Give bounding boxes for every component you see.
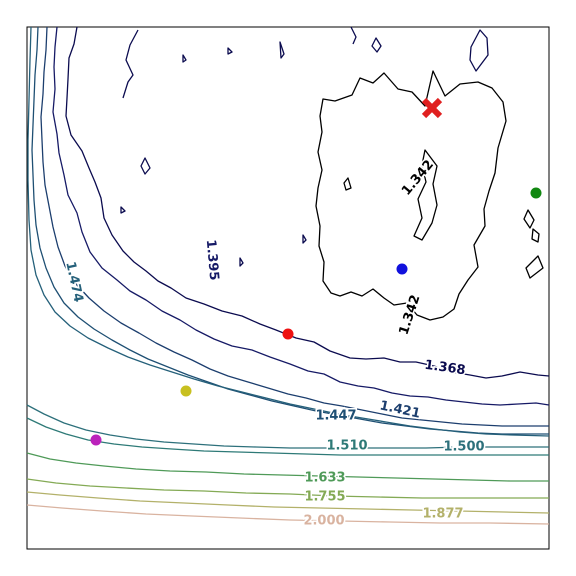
marker-point-yellow [180, 385, 192, 397]
contour-line-1-633 [26, 452, 549, 482]
marker-point-red [282, 328, 294, 340]
contour-label-1-395: 1.395 [203, 239, 222, 281]
contour-line-1-368 [279, 26, 489, 72]
markers [90, 97, 542, 446]
contour-line-1-342 [525, 255, 544, 279]
contour-line-1-342 [413, 149, 438, 241]
contour-line-1-755 [26, 478, 549, 499]
contour-line-1-342 [531, 228, 540, 243]
marker-optimum [421, 97, 443, 119]
contour-line-1-421 [40, 26, 549, 427]
contour-line-1-474 [27, 26, 550, 437]
marker-point-blue [396, 263, 408, 275]
contour-lines [26, 26, 550, 525]
contour-label-1-447: 1.447 [315, 409, 356, 424]
contour-label-1-368: 1.368 [424, 358, 467, 379]
contour-label-2-000: 2.000 [303, 514, 344, 529]
contour-label-1-510: 1.510 [326, 439, 367, 454]
plot-area [26, 26, 550, 550]
contour-label-1-877: 1.877 [422, 507, 463, 522]
contour-line-1-500 [26, 404, 549, 449]
contour-line-2-000 [26, 504, 550, 525]
contour-line-1-342 [343, 177, 352, 191]
contour-line-1-368 [65, 26, 550, 379]
contour-line-1-368 [122, 29, 151, 175]
contour-label-1-755: 1.755 [304, 490, 345, 505]
contour-label-1-500: 1.500 [443, 440, 484, 455]
marker-point-magenta [90, 434, 102, 446]
contour-line-1-368 [120, 47, 307, 267]
contour-line-1-342 [523, 209, 535, 229]
contour-line-1-510 [26, 417, 549, 456]
contour-line-1-395 [52, 26, 550, 406]
contour-line-1-342 [315, 70, 507, 321]
marker-point-green [530, 187, 542, 199]
contour-line-1-877 [26, 491, 550, 514]
contour-label-1-633: 1.633 [304, 471, 345, 486]
